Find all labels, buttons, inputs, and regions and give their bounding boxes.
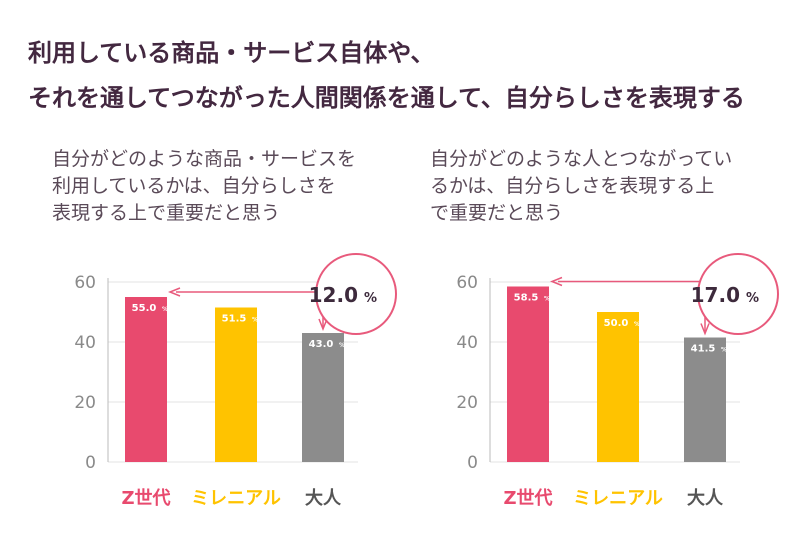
left-y-tick-label: 60 xyxy=(74,273,96,293)
left-value-unit-2: % xyxy=(252,317,258,324)
right-value-label-3: 41.5 xyxy=(691,344,716,355)
left-value-label-2: 51.5 xyxy=(222,314,247,325)
left-value-unit-1: % xyxy=(162,306,168,313)
right-category-label-2: ミレニアル xyxy=(573,488,663,509)
left-value-label-1: 55.0 xyxy=(132,303,157,314)
left-value-label-3: 43.0 xyxy=(309,339,334,350)
headline-line-2: それを通してつながった人間関係を通して、自分らしさを表現する xyxy=(28,84,745,112)
left-category-label-3: 大人 xyxy=(305,487,342,509)
right-difference-arrowhead-left xyxy=(549,276,563,287)
left-value-unit-3: % xyxy=(339,342,345,349)
right-value-unit-3: % xyxy=(721,347,727,354)
right-y-tick-label: 20 xyxy=(456,393,478,413)
right-category-label-1: Z世代 xyxy=(503,488,552,509)
right-difference-arrowhead-down xyxy=(700,323,710,336)
right-value-unit-1: % xyxy=(544,296,550,303)
right-value-unit-2: % xyxy=(634,321,640,328)
left-bar-3 xyxy=(302,333,344,462)
right-bar-1 xyxy=(507,286,549,462)
right-difference-unit: % xyxy=(746,291,759,306)
right-y-tick-label: 60 xyxy=(456,273,478,293)
right-y-tick-label: 40 xyxy=(456,333,478,353)
chart-left-title: 自分がどのような商品・サービスを 利用しているかは、自分らしさを 表現する上で重… xyxy=(52,148,357,224)
left-y-tick-label: 40 xyxy=(74,333,96,353)
chart-right-title: 自分がどのような人とつながってい るかは、自分らしさを表現する上 で重要だと思う xyxy=(430,148,733,224)
chart-right: 0 20 40 60 58.5 % Z世代 50.0 % ミレニアル 41.5 % 大人 17.0% xyxy=(456,253,779,509)
left-difference-arrowhead-down xyxy=(318,318,328,332)
chart-left: 0 20 40 60 55.0 % Z世代 51.5 % ミレニアル 43.0 % 大人 12.0% xyxy=(74,253,397,509)
left-difference-unit: % xyxy=(364,291,377,306)
right-difference-value: 17.0 xyxy=(691,283,740,307)
left-category-label-1: Z世代 xyxy=(121,488,170,509)
left-bar-2 xyxy=(215,307,257,462)
left-difference-value: 12.0 xyxy=(309,283,358,307)
right-bar-2 xyxy=(597,312,639,462)
left-difference-bubble xyxy=(315,253,397,335)
left-difference-arrowhead-left xyxy=(167,287,181,297)
right-difference-bubble xyxy=(697,253,779,335)
headline-line-1: 利用している商品・サービス自体や、 xyxy=(28,39,435,67)
left-category-label-2: ミレニアル xyxy=(191,488,281,509)
right-category-label-3: 大人 xyxy=(687,487,724,509)
left-bar-1 xyxy=(125,297,167,462)
right-bar-3 xyxy=(684,337,726,462)
right-value-label-2: 50.0 xyxy=(604,318,629,329)
left-y-tick-label: 0 xyxy=(85,453,96,473)
right-y-tick-label: 0 xyxy=(467,453,478,473)
left-y-tick-label: 20 xyxy=(74,393,96,413)
right-value-label-1: 58.5 xyxy=(514,293,539,304)
